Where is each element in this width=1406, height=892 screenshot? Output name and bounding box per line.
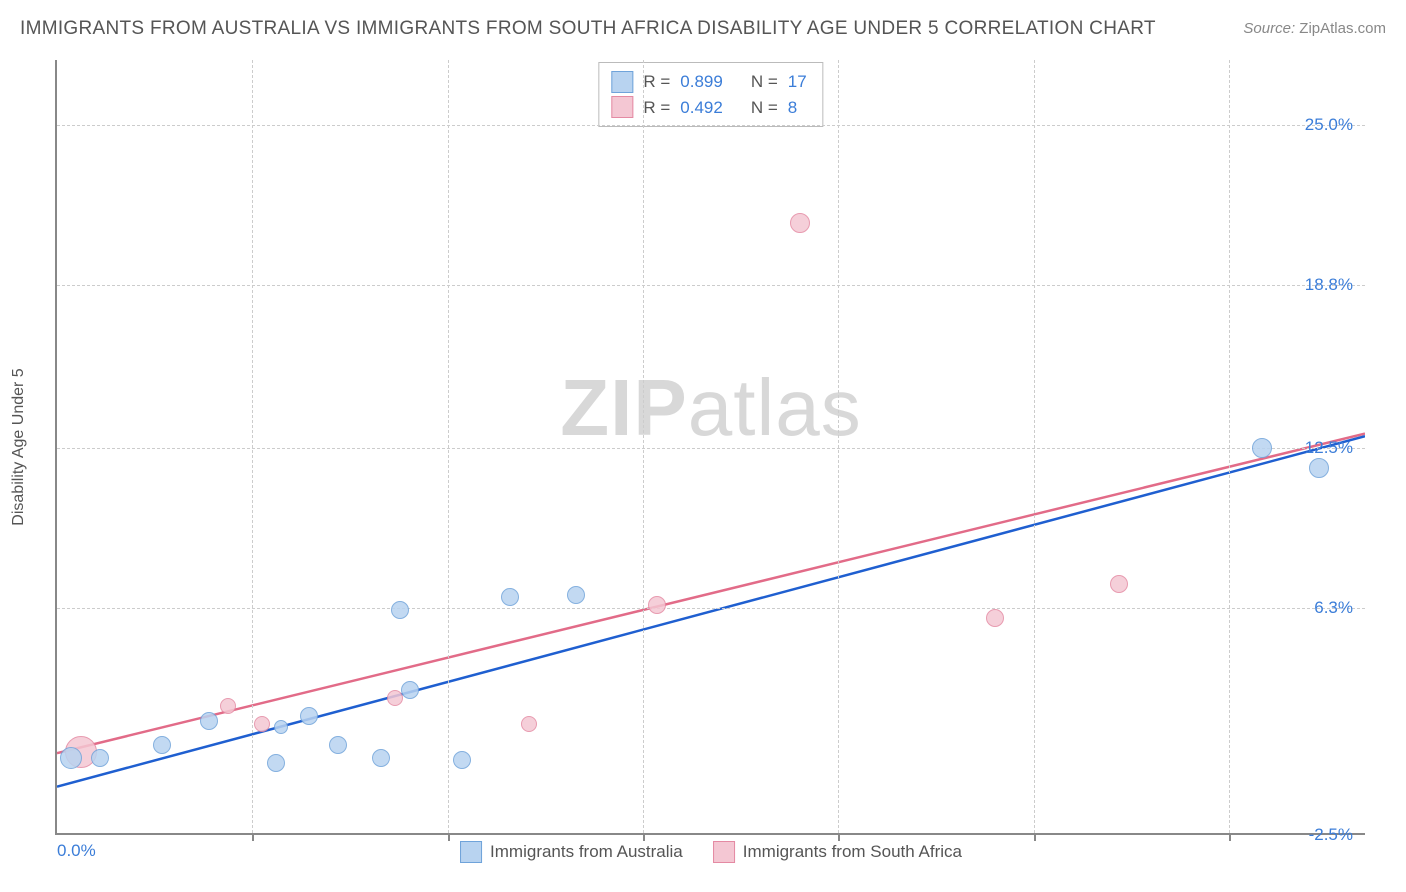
gridline-vertical: [252, 60, 253, 833]
data-point-south-africa: [1110, 575, 1128, 593]
data-point-south-africa: [220, 698, 236, 714]
scatter-plot-area: Disability Age Under 5 ZIPatlas R = 0.89…: [55, 60, 1365, 835]
title-bar: IMMIGRANTS FROM AUSTRALIA VS IMMIGRANTS …: [20, 18, 1386, 48]
gridline-vertical: [448, 60, 449, 833]
r-label: R =: [643, 95, 670, 121]
gridline-vertical: [643, 60, 644, 833]
data-point-australia: [274, 720, 288, 734]
x-tick-mark: [252, 833, 254, 841]
correlation-row-south-africa: R = 0.492 N = 8: [611, 95, 806, 121]
data-point-australia: [401, 681, 419, 699]
x-tick-mark: [643, 833, 645, 841]
y-tick-label: 25.0%: [1305, 115, 1353, 135]
data-point-australia: [501, 588, 519, 606]
source-credit: Source: ZipAtlas.com: [1243, 20, 1386, 37]
watermark-atlas: atlas: [688, 363, 862, 452]
legend-label-australia: Immigrants from Australia: [490, 842, 683, 862]
data-point-australia: [300, 707, 318, 725]
x-tick-mark: [1229, 833, 1231, 841]
legend-swatch-south-africa: [713, 841, 735, 863]
y-axis-title: Disability Age Under 5: [10, 368, 28, 525]
data-point-australia: [267, 754, 285, 772]
legend-swatch-australia: [460, 841, 482, 863]
data-point-australia: [329, 736, 347, 754]
gridline-vertical: [1034, 60, 1035, 833]
data-point-australia: [391, 601, 409, 619]
swatch-south-africa: [611, 96, 633, 118]
gridline-vertical: [838, 60, 839, 833]
data-point-south-africa: [648, 596, 666, 614]
source-label: Source:: [1243, 20, 1295, 37]
chart-title: IMMIGRANTS FROM AUSTRALIA VS IMMIGRANTS …: [20, 18, 1156, 39]
watermark-zip: ZIP: [560, 363, 687, 452]
watermark: ZIPatlas: [560, 362, 861, 454]
data-point-australia: [567, 586, 585, 604]
legend-label-south-africa: Immigrants from South Africa: [743, 842, 962, 862]
legend-item-australia: Immigrants from Australia: [460, 841, 683, 863]
y-tick-label: 6.3%: [1314, 598, 1353, 618]
n-value-australia: 17: [788, 69, 807, 95]
y-tick-label: 18.8%: [1305, 275, 1353, 295]
data-point-australia: [153, 736, 171, 754]
data-point-australia: [91, 749, 109, 767]
data-point-australia: [1309, 458, 1329, 478]
r-label: R =: [643, 69, 670, 95]
source-name: ZipAtlas.com: [1299, 20, 1386, 37]
data-point-australia: [1252, 438, 1272, 458]
n-label: N =: [751, 95, 778, 121]
n-value-south-africa: 8: [788, 95, 797, 121]
gridline-vertical: [1229, 60, 1230, 833]
swatch-australia: [611, 71, 633, 93]
data-point-south-africa: [521, 716, 537, 732]
y-tick-label: 12.5%: [1305, 438, 1353, 458]
data-point-australia: [372, 749, 390, 767]
n-label: N =: [751, 69, 778, 95]
r-value-south-africa: 0.492: [680, 95, 723, 121]
correlation-legend: R = 0.899 N = 17 R = 0.492 N = 8: [598, 62, 823, 127]
data-point-south-africa: [254, 716, 270, 732]
data-point-south-africa: [986, 609, 1004, 627]
data-point-australia: [200, 712, 218, 730]
x-tick-mark: [838, 833, 840, 841]
data-point-south-africa: [790, 213, 810, 233]
x-tick-mark: [1034, 833, 1036, 841]
r-value-australia: 0.899: [680, 69, 723, 95]
series-legend: Immigrants from Australia Immigrants fro…: [460, 841, 962, 863]
x-axis-zero-label: 0.0%: [57, 841, 96, 861]
x-tick-mark: [448, 833, 450, 841]
data-point-australia: [453, 751, 471, 769]
data-point-australia: [60, 747, 82, 769]
correlation-row-australia: R = 0.899 N = 17: [611, 69, 806, 95]
y-tick-label: -2.5%: [1309, 825, 1353, 845]
legend-item-south-africa: Immigrants from South Africa: [713, 841, 962, 863]
